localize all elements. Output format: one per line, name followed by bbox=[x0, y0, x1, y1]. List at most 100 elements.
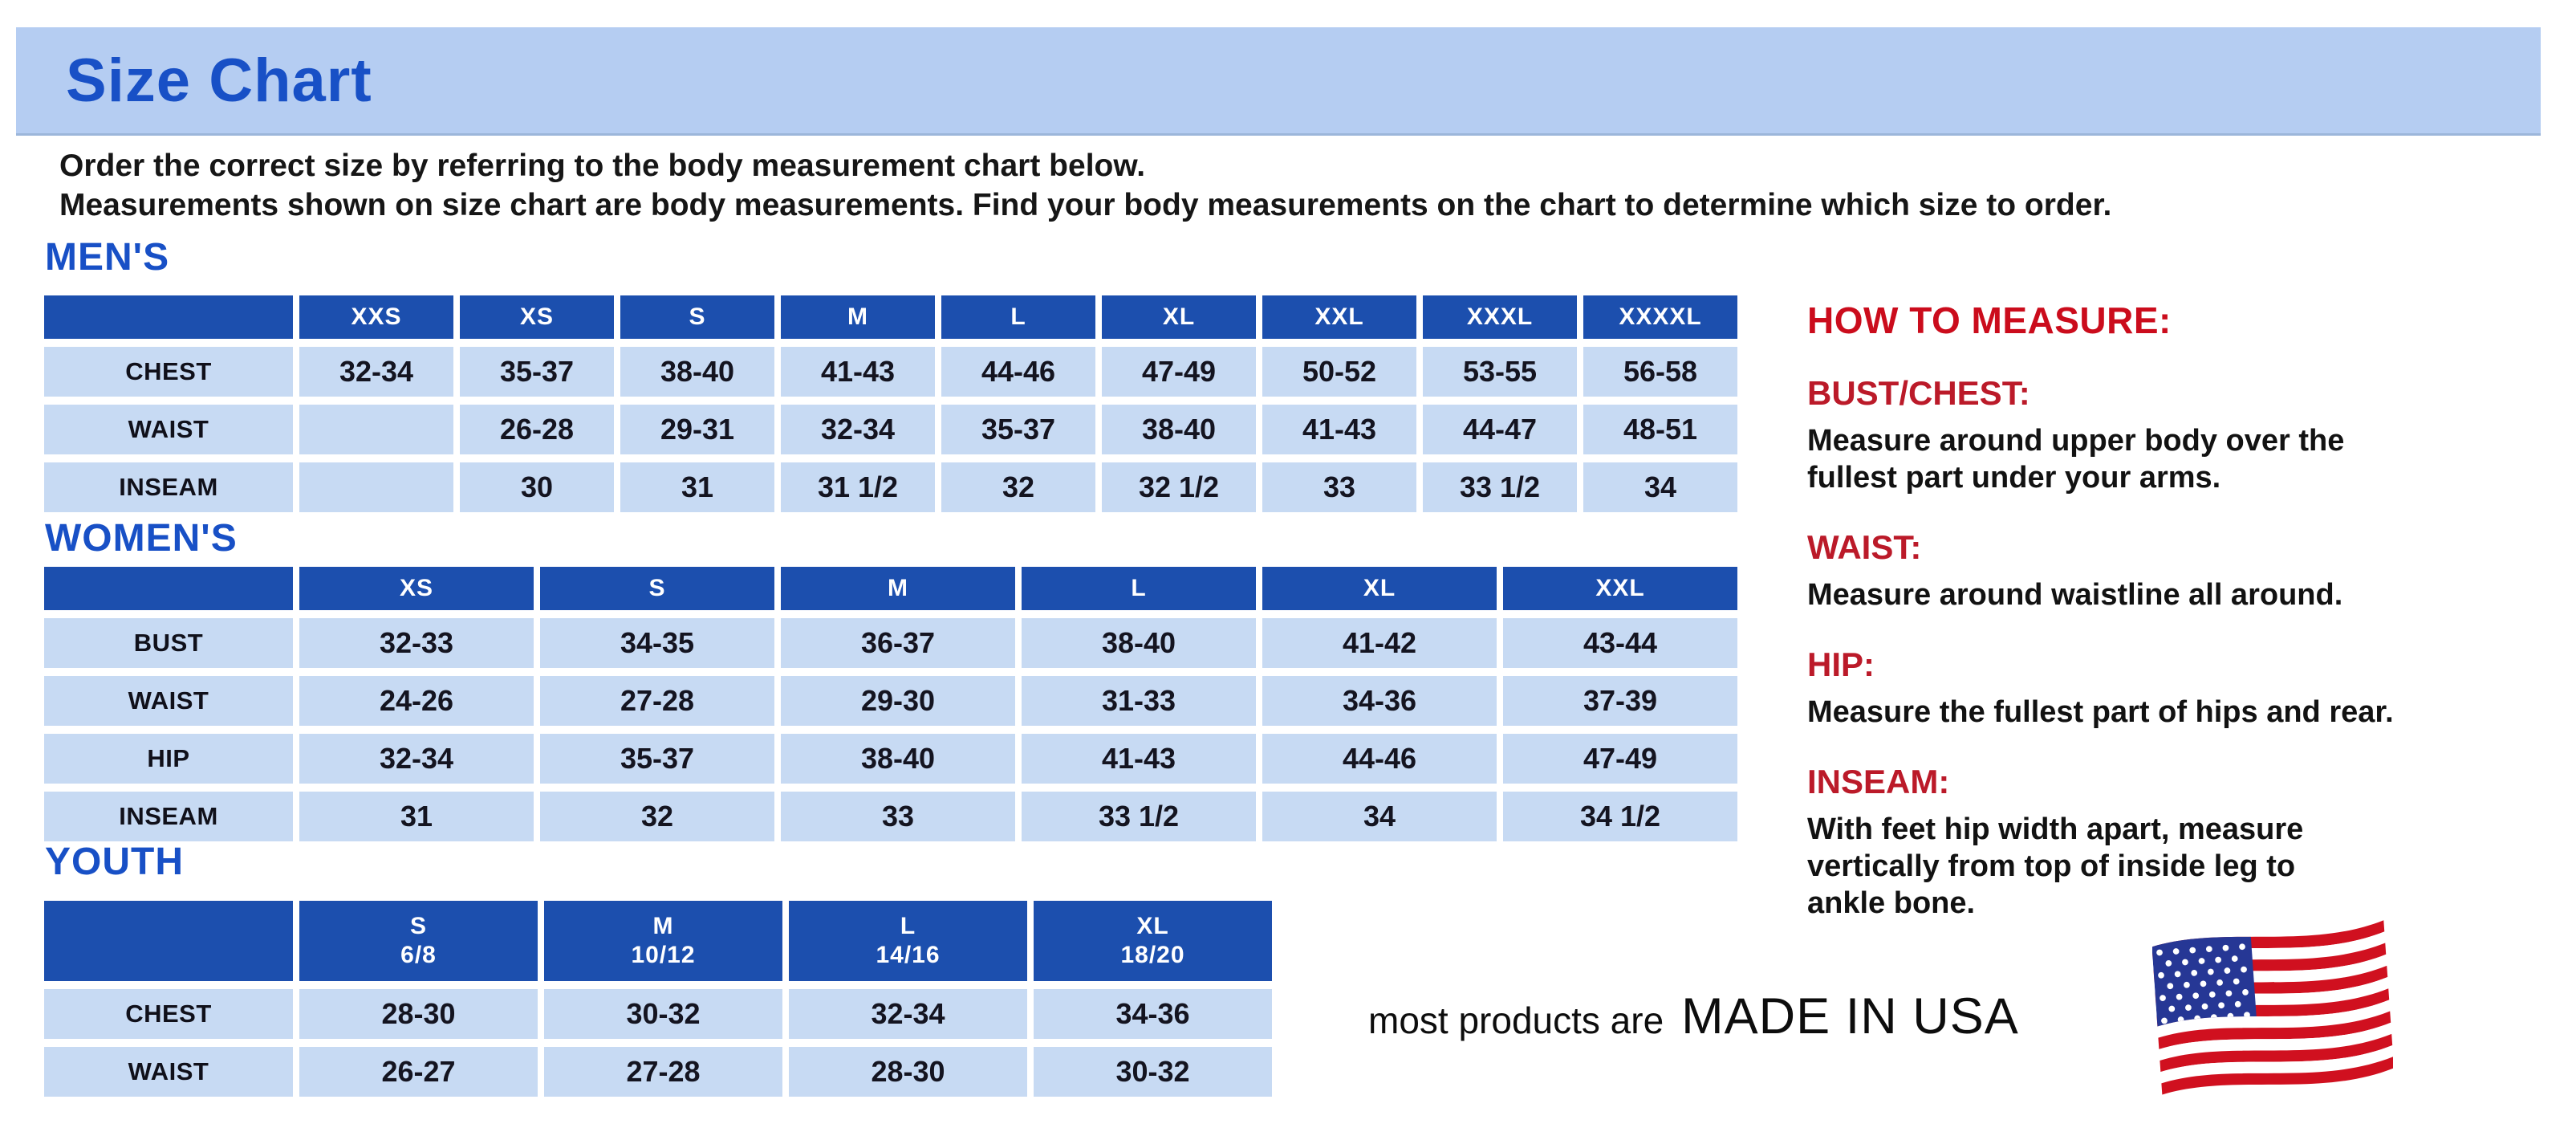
size-value-cell: 56-58 bbox=[1583, 347, 1737, 397]
size-column-header: L 14/16 bbox=[789, 901, 1027, 981]
size-value-cell: 32-34 bbox=[299, 734, 534, 784]
size-value-cell: 32-34 bbox=[781, 405, 935, 454]
size-value-cell: 26-28 bbox=[460, 405, 614, 454]
size-value-cell: 44-46 bbox=[1262, 734, 1497, 784]
size-value-cell: 38-40 bbox=[620, 347, 774, 397]
size-column-header: XXS bbox=[299, 295, 453, 339]
size-value-cell: 31-33 bbox=[1022, 676, 1256, 726]
size-value-cell bbox=[299, 405, 453, 454]
size-value-cell: 47-49 bbox=[1503, 734, 1737, 784]
measure-desc-waist: Measure around waistline all around. bbox=[1807, 578, 2343, 612]
size-value-cell: 35-37 bbox=[460, 347, 614, 397]
intro-line-2: Measurements shown on size chart are bod… bbox=[59, 188, 2112, 222]
size-value-cell: 31 bbox=[299, 792, 534, 841]
size-value-cell: 27-28 bbox=[544, 1047, 782, 1097]
size-value-cell: 37-39 bbox=[1503, 676, 1737, 726]
size-value-cell: 35-37 bbox=[941, 405, 1095, 454]
how-to-measure-heading: HOW TO MEASURE: bbox=[1807, 299, 2172, 341]
size-column-header: XL 18/20 bbox=[1034, 901, 1272, 981]
size-column-header: S bbox=[540, 567, 774, 610]
table-corner-cell bbox=[44, 295, 293, 339]
size-value-cell: 33 1/2 bbox=[1022, 792, 1256, 841]
size-column-header: L bbox=[941, 295, 1095, 339]
size-column-header: XS bbox=[299, 567, 534, 610]
table-corner-cell bbox=[44, 901, 293, 981]
size-value-cell: 53-55 bbox=[1423, 347, 1577, 397]
size-value-cell: 44-47 bbox=[1423, 405, 1577, 454]
size-value-cell: 29-31 bbox=[620, 405, 774, 454]
size-value-cell: 41-43 bbox=[1262, 405, 1416, 454]
size-value-cell: 41-42 bbox=[1262, 618, 1497, 668]
measure-desc-bust-chest: Measure around upper body over the fulle… bbox=[1807, 424, 2345, 495]
section-heading-mens: MEN'S bbox=[45, 236, 170, 279]
row-label-cell: WAIST bbox=[44, 1047, 293, 1097]
measure-term-inseam: INSEAM: bbox=[1807, 763, 1950, 800]
intro-text: Order the correct size by referring to t… bbox=[59, 146, 2111, 225]
size-value-cell: 44-46 bbox=[941, 347, 1095, 397]
intro-line-1: Order the correct size by referring to t… bbox=[59, 149, 1146, 183]
size-value-cell: 31 1/2 bbox=[781, 462, 935, 512]
made-in-usa-line: most products are MADE IN USA bbox=[1368, 987, 2019, 1045]
size-column-header: XS bbox=[460, 295, 614, 339]
size-value-cell: 38-40 bbox=[1022, 618, 1256, 668]
row-label-cell: CHEST bbox=[44, 347, 293, 397]
size-value-cell: 32 bbox=[941, 462, 1095, 512]
size-column-header: XXXL bbox=[1423, 295, 1577, 339]
size-value-cell: 30-32 bbox=[1034, 1047, 1272, 1097]
size-column-header: XL bbox=[1102, 295, 1256, 339]
section-heading-youth: YOUTH bbox=[45, 841, 184, 883]
size-value-cell: 32-33 bbox=[299, 618, 534, 668]
row-label-cell: HIP bbox=[44, 734, 293, 784]
size-value-cell bbox=[299, 462, 453, 512]
usa-flag-icon bbox=[2151, 920, 2395, 1102]
page-title: Size Chart bbox=[66, 46, 372, 115]
size-column-header: L bbox=[1022, 567, 1256, 610]
size-value-cell: 34-35 bbox=[540, 618, 774, 668]
table-corner-cell bbox=[44, 567, 293, 610]
size-value-cell: 32-34 bbox=[299, 347, 453, 397]
row-label-cell: WAIST bbox=[44, 676, 293, 726]
measure-desc-hip: Measure the fullest part of hips and rea… bbox=[1807, 695, 2394, 729]
size-value-cell: 32-34 bbox=[789, 989, 1027, 1039]
size-value-cell: 35-37 bbox=[540, 734, 774, 784]
size-value-cell: 30-32 bbox=[544, 989, 782, 1039]
size-value-cell: 28-30 bbox=[299, 989, 538, 1039]
size-value-cell: 30 bbox=[460, 462, 614, 512]
measure-desc-inseam: With feet hip width apart, measure verti… bbox=[1807, 812, 2304, 920]
youth-size-table: S 6/8 M 10/12 L 14/16 XL 18/20 CHEST 28-30 30-… bbox=[44, 901, 1272, 1097]
size-value-cell: 29-30 bbox=[781, 676, 1015, 726]
measure-term-hip: HIP: bbox=[1807, 645, 1875, 683]
section-heading-womens: WOMEN'S bbox=[45, 517, 238, 560]
size-value-cell: 36-37 bbox=[781, 618, 1015, 668]
row-label-cell: WAIST bbox=[44, 405, 293, 454]
size-value-cell: 31 bbox=[620, 462, 774, 512]
womens-size-table: XS S M L XL XXL BUST 32-33 34-35 36-37 38-40 41-42 4… bbox=[44, 567, 1737, 841]
size-value-cell: 38-40 bbox=[1102, 405, 1256, 454]
size-value-cell: 41-43 bbox=[1022, 734, 1256, 784]
size-value-cell: 24-26 bbox=[299, 676, 534, 726]
size-value-cell: 34-36 bbox=[1262, 676, 1497, 726]
row-label-cell: CHEST bbox=[44, 989, 293, 1039]
size-value-cell: 41-43 bbox=[781, 347, 935, 397]
size-value-cell: 43-44 bbox=[1503, 618, 1737, 668]
row-label-cell: INSEAM bbox=[44, 462, 293, 512]
size-column-header: M bbox=[781, 567, 1015, 610]
size-column-header: M 10/12 bbox=[544, 901, 782, 981]
size-value-cell: 32 bbox=[540, 792, 774, 841]
size-value-cell: 50-52 bbox=[1262, 347, 1416, 397]
size-value-cell: 34 bbox=[1262, 792, 1497, 841]
mens-size-table: XXS XS S M L XL XXL XXXL XXXXL CHEST 32-34 35-37 38-… bbox=[44, 295, 1737, 512]
size-column-header: XXL bbox=[1262, 295, 1416, 339]
size-value-cell: 33 bbox=[781, 792, 1015, 841]
row-label-cell: INSEAM bbox=[44, 792, 293, 841]
size-value-cell: 47-49 bbox=[1102, 347, 1256, 397]
size-value-cell: 34-36 bbox=[1034, 989, 1272, 1039]
size-column-header: XXL bbox=[1503, 567, 1737, 610]
row-label-cell: BUST bbox=[44, 618, 293, 668]
measure-term-waist: WAIST: bbox=[1807, 528, 1922, 566]
size-column-header: XXXXL bbox=[1583, 295, 1737, 339]
size-value-cell: 33 bbox=[1262, 462, 1416, 512]
size-value-cell: 32 1/2 bbox=[1102, 462, 1256, 512]
size-column-header: XL bbox=[1262, 567, 1497, 610]
